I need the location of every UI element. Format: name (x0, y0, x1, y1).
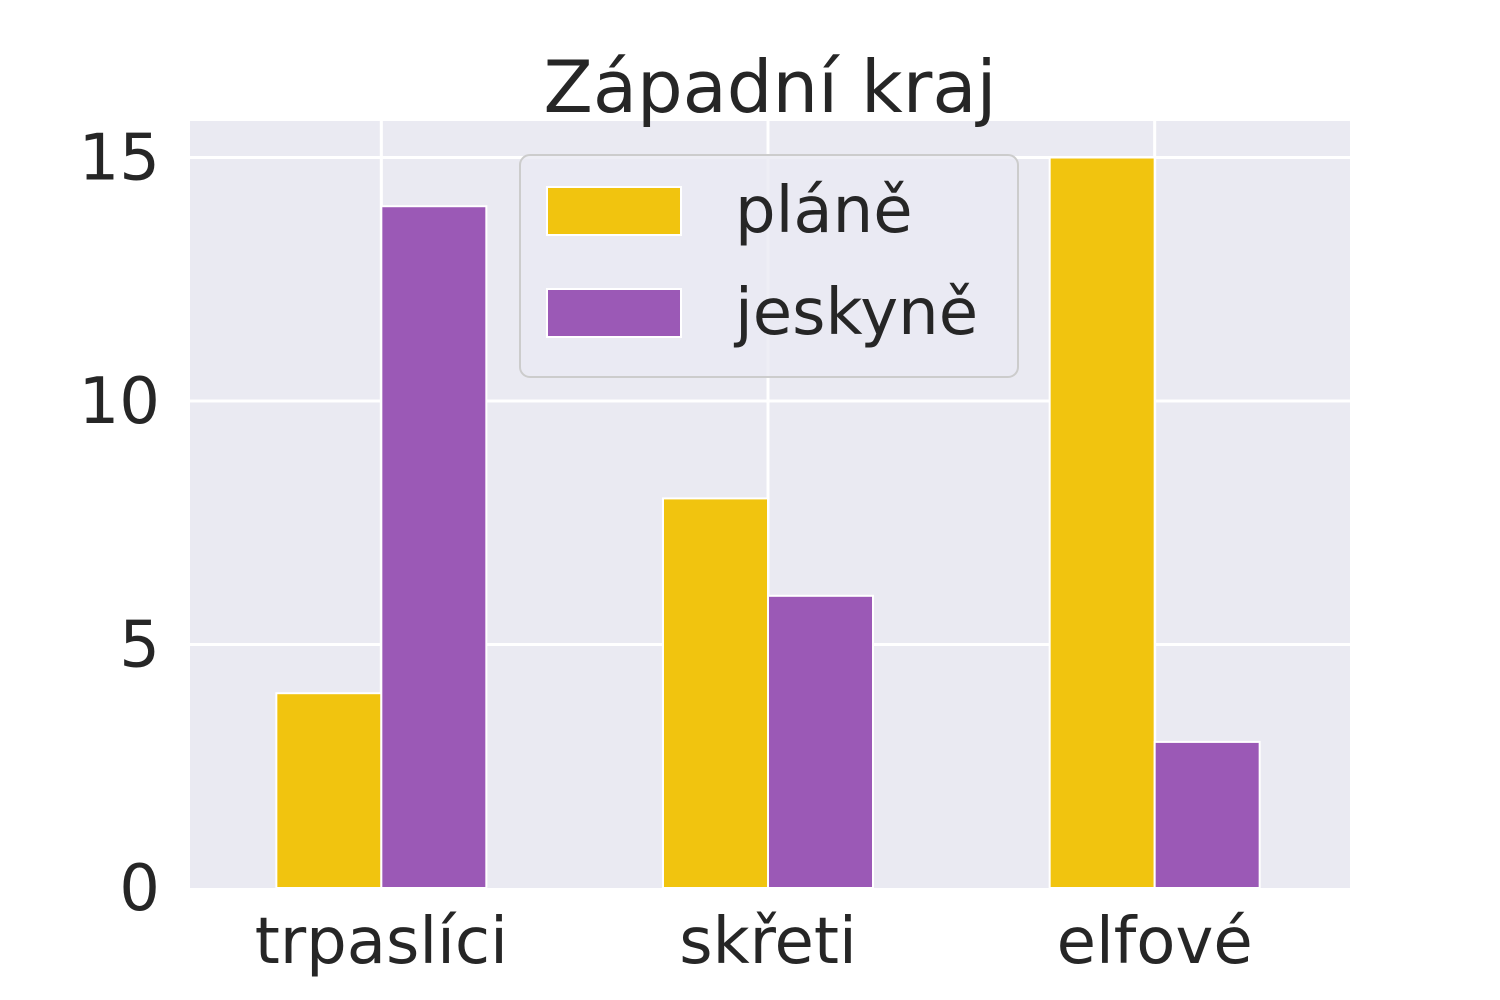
bar-series1-2 (1048, 156, 1156, 889)
y-tick-label: 5 (119, 609, 160, 683)
x-tick-label: trpaslíci (255, 905, 508, 979)
x-axis-ticks: trpaslíci skřeti elfové (255, 905, 1253, 979)
legend-swatch (546, 288, 682, 338)
bar-series1-1 (662, 497, 769, 889)
legend-label: pláně (735, 174, 913, 248)
y-tick-label: 0 (119, 852, 160, 926)
bar-series1-0 (275, 692, 383, 890)
legend: pláně jeskyně (519, 154, 1019, 378)
y-axis-ticks: 0 5 10 15 (79, 122, 160, 926)
y-tick-label: 10 (79, 365, 160, 439)
chart-title: Západní kraj (544, 45, 997, 129)
legend-swatch (546, 186, 682, 236)
legend-label: jeskyně (733, 276, 978, 350)
bar-series2-1 (767, 594, 874, 889)
bars (275, 156, 1261, 890)
x-tick-label: skřeti (679, 905, 857, 979)
bar-series2-2 (1153, 740, 1261, 890)
y-tick-label: 15 (79, 122, 160, 196)
x-tick-label: elfové (1057, 905, 1253, 979)
bar-series2-0 (380, 205, 488, 889)
